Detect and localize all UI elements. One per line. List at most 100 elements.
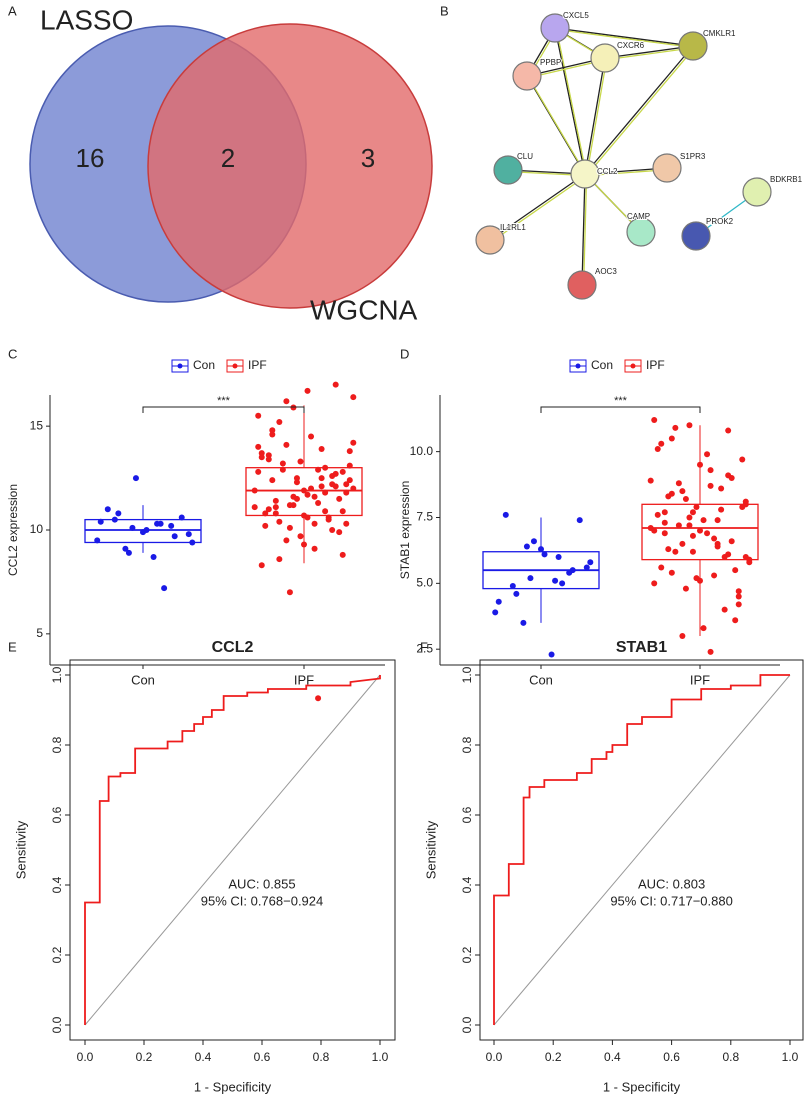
point (304, 387, 311, 394)
region-count: 2 (221, 143, 235, 173)
point (739, 456, 746, 463)
point (297, 533, 304, 540)
point (332, 470, 339, 477)
point (322, 464, 329, 471)
node (678, 31, 708, 61)
y-tick-label: 0.0 (460, 1016, 474, 1033)
reference-line (84, 674, 381, 1026)
y-tick-label: 0.6 (460, 806, 474, 823)
x-tick-label: 0.2 (136, 1050, 153, 1064)
legend-key (232, 363, 238, 369)
point (718, 485, 725, 492)
edge (491, 175, 587, 243)
point (668, 435, 675, 442)
edge (604, 45, 694, 59)
edge (581, 173, 586, 286)
point (346, 462, 353, 469)
point (346, 448, 353, 455)
point (735, 593, 742, 600)
legend-key (630, 363, 636, 369)
x-axis-label: 1 - Specificity (194, 1079, 272, 1094)
node (590, 43, 620, 73)
point (654, 511, 661, 518)
point (318, 446, 325, 452)
venn-set (147, 23, 433, 309)
point (697, 527, 703, 534)
plot-frame (479, 659, 804, 1041)
node (512, 61, 542, 91)
point (322, 508, 329, 515)
point (495, 598, 502, 605)
point (679, 633, 686, 640)
point (725, 427, 732, 434)
node-label: BDKRB1 (770, 175, 803, 184)
point (339, 508, 346, 515)
point (658, 564, 665, 571)
x-tick-label: Con (131, 672, 155, 687)
region-count: 3 (361, 143, 375, 173)
point (154, 520, 161, 527)
point (552, 577, 559, 584)
y-tick-label: 10.0 (410, 444, 434, 458)
point (725, 551, 732, 558)
x-tick-label: 1.0 (372, 1050, 389, 1064)
point (276, 518, 283, 525)
y-tick-label: 15 (30, 418, 44, 432)
legend-key (177, 363, 183, 369)
x-tick-label: 0.8 (722, 1050, 739, 1064)
point (707, 482, 714, 489)
legend-label: IPF (248, 358, 267, 372)
point (732, 567, 739, 574)
point (311, 493, 318, 500)
panel-letter: D (400, 346, 409, 361)
point (318, 475, 325, 482)
point (286, 502, 293, 509)
point (675, 480, 682, 487)
edge (554, 27, 694, 47)
point (672, 424, 679, 431)
point (530, 538, 537, 545)
point (583, 564, 590, 571)
box (641, 503, 759, 561)
point (509, 582, 516, 589)
point (276, 556, 283, 563)
point (714, 517, 721, 524)
auc-annotation: AUC: 0.855 (228, 876, 295, 891)
point (350, 394, 357, 401)
y-axis-label: Sensitivity (423, 820, 438, 879)
point (336, 529, 343, 536)
significance-bracket (142, 406, 305, 413)
y-tick-label: 1.0 (460, 666, 474, 683)
point (279, 460, 286, 467)
x-tick-label: IPF (294, 672, 314, 687)
edge (489, 173, 586, 241)
point (541, 551, 548, 558)
panel-letter: F (420, 639, 428, 654)
y-tick-label: 10 (30, 522, 44, 536)
y-tick-label: 0.0 (50, 1016, 64, 1033)
y-tick-label: 2.5 (416, 641, 433, 655)
point (125, 549, 132, 556)
point (269, 427, 276, 434)
chart-title: CCL2 (212, 639, 254, 656)
point (711, 572, 718, 579)
auc-annotation: 95% CI: 0.768−0.924 (201, 893, 324, 908)
point (665, 546, 672, 553)
point (168, 522, 175, 529)
point (251, 487, 258, 494)
point (675, 522, 682, 529)
panel-letter: C (8, 346, 17, 361)
point (297, 458, 304, 465)
x-tick-label: 0.0 (486, 1050, 503, 1064)
point (272, 497, 279, 504)
point (707, 648, 714, 655)
node-label: CXCL5 (563, 11, 589, 20)
point (728, 538, 735, 545)
y-tick-label: 0.4 (50, 876, 64, 893)
x-tick-label: 0.6 (663, 1050, 680, 1064)
significance: *** (614, 395, 628, 407)
legend-label: Con (193, 358, 215, 372)
node-label: PPBP (540, 58, 561, 67)
point (311, 545, 318, 552)
